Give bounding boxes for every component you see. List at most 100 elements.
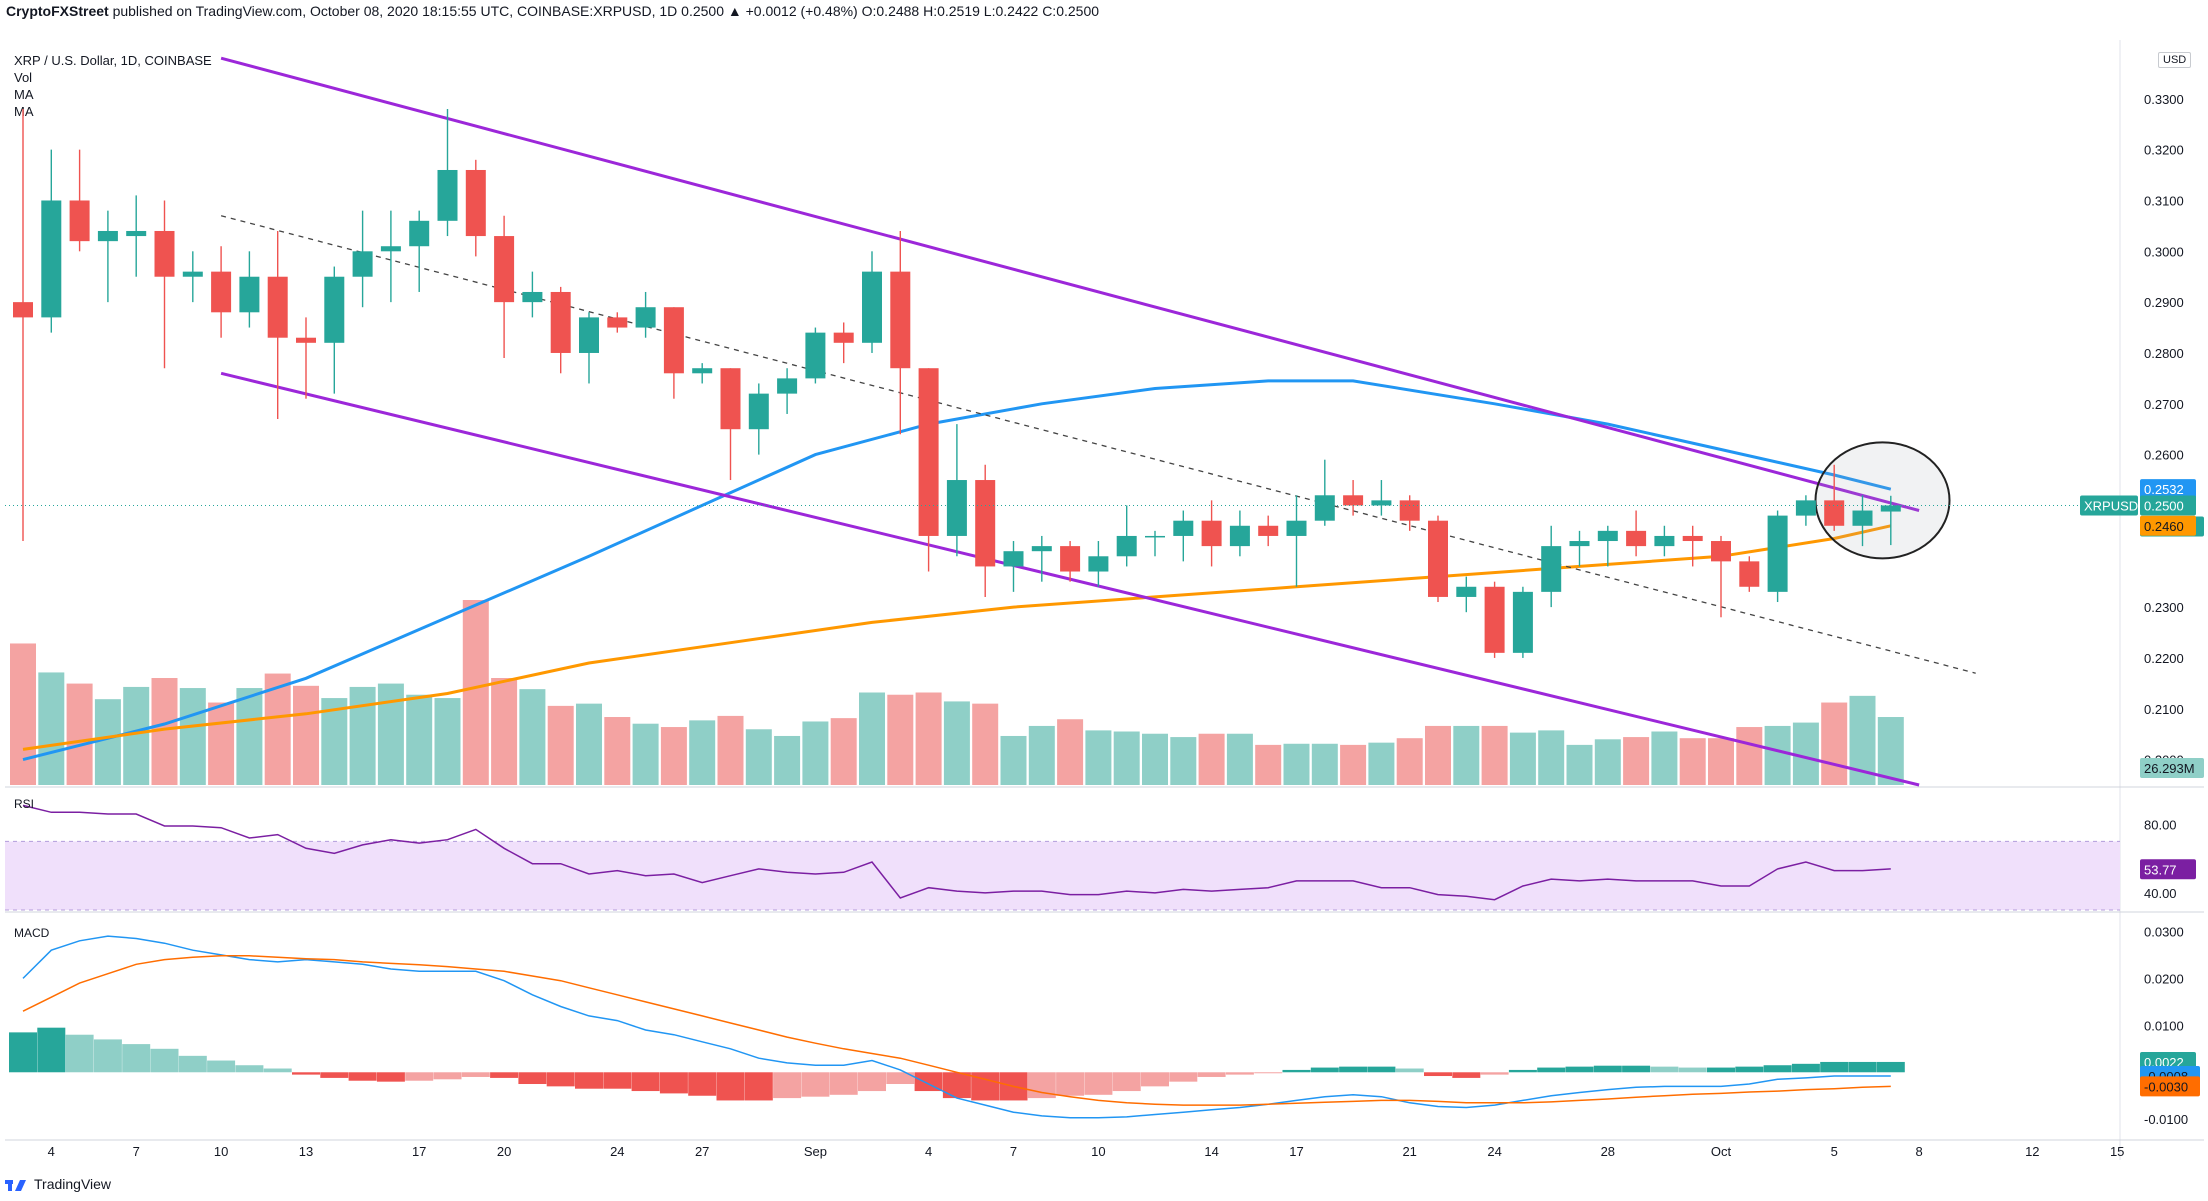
volume-bar bbox=[1509, 732, 1536, 785]
candle-body bbox=[1626, 530, 1647, 547]
volume-bar bbox=[1057, 719, 1084, 785]
volume-bar bbox=[236, 688, 263, 785]
candle-body bbox=[97, 230, 118, 242]
macd-tick-label: 0.0200 bbox=[2144, 971, 2184, 986]
volume-bar bbox=[632, 723, 659, 785]
candle-body bbox=[1173, 520, 1194, 536]
candle-body bbox=[1003, 551, 1024, 567]
volume-bar bbox=[1340, 744, 1367, 785]
time-tick-label: 17 bbox=[412, 1144, 426, 1159]
macd-histogram-bar bbox=[1480, 1072, 1509, 1075]
macd-histogram-bar bbox=[1622, 1065, 1651, 1073]
macd-histogram-bar bbox=[1254, 1072, 1283, 1074]
candle-body bbox=[918, 368, 939, 536]
volume-bar bbox=[1821, 702, 1848, 785]
candle-body bbox=[13, 302, 33, 318]
candle-body bbox=[41, 200, 62, 318]
macd-histogram-bar bbox=[1820, 1061, 1849, 1073]
candle-body bbox=[1767, 515, 1788, 592]
volume-bar bbox=[774, 735, 801, 785]
candle-body bbox=[805, 332, 826, 379]
macd-histogram-bar bbox=[1565, 1066, 1594, 1073]
footer: TradingView bbox=[4, 1176, 111, 1192]
time-tick-label: Sep bbox=[804, 1144, 827, 1159]
volume-bar bbox=[1028, 725, 1055, 785]
candle-body bbox=[1824, 500, 1845, 526]
candle-body bbox=[1428, 520, 1448, 597]
macd-histogram-bar bbox=[942, 1072, 971, 1099]
macd-histogram-bar bbox=[1678, 1067, 1707, 1073]
candle-body bbox=[1456, 586, 1477, 597]
macd-histogram-bar bbox=[433, 1072, 462, 1080]
candle-body bbox=[1286, 520, 1307, 536]
volume-bar bbox=[1877, 717, 1904, 785]
time-tick-label: 28 bbox=[1601, 1144, 1615, 1159]
published-text: published on TradingView.com, October 08… bbox=[112, 3, 510, 19]
candle-body bbox=[663, 307, 684, 374]
volume-bar bbox=[321, 698, 348, 785]
volume-bar bbox=[1113, 731, 1140, 785]
legend-item-vol[interactable]: Vol bbox=[14, 70, 33, 85]
signal-badge: -0.0030 bbox=[2144, 1079, 2188, 1094]
time-tick-label: 7 bbox=[1010, 1144, 1017, 1159]
candle-body bbox=[1314, 495, 1335, 521]
ma-fast-badge-bg bbox=[2140, 479, 2196, 500]
macd-histogram-bar bbox=[1112, 1072, 1141, 1092]
macd-pane: MACD bbox=[9, 926, 1905, 1119]
change-text: 0.2500 ▲ +0.0012 (+0.48%) bbox=[681, 3, 858, 19]
volume-bar bbox=[1623, 737, 1650, 785]
macd-histogram-bar bbox=[207, 1060, 236, 1073]
macd-histogram-bar bbox=[376, 1072, 405, 1082]
tradingview-logo-icon bbox=[5, 1180, 26, 1191]
volume-bar bbox=[462, 600, 489, 785]
macd-histogram-bar bbox=[801, 1072, 830, 1097]
macd-histogram-bar bbox=[348, 1072, 377, 1081]
time-tick-label: 10 bbox=[1091, 1144, 1105, 1159]
macd-histogram-bar bbox=[1707, 1067, 1735, 1073]
volume-bar bbox=[1255, 744, 1282, 785]
volume-bar bbox=[1736, 727, 1763, 785]
macd-histogram-bar bbox=[1452, 1072, 1481, 1078]
candle-body bbox=[1739, 561, 1760, 587]
axes: 0.3300 0.3200 0.3100 0.3000 0.2900 0.2800 0.27… bbox=[48, 92, 2188, 1159]
candle-body bbox=[748, 393, 769, 430]
macd-histogram-bar bbox=[688, 1072, 717, 1096]
macd-histogram-bar bbox=[1424, 1072, 1452, 1077]
candle-body bbox=[324, 276, 345, 343]
legend-title[interactable]: XRP / U.S. Dollar, 1D, COINBASE bbox=[14, 53, 212, 68]
candle-body bbox=[833, 332, 854, 343]
time-tick-label: 4 bbox=[925, 1144, 932, 1159]
candle-body bbox=[692, 368, 713, 374]
symbol-badge-bg bbox=[2080, 495, 2138, 516]
rsi-line bbox=[22, 804, 1891, 901]
volume-bar bbox=[123, 686, 150, 785]
candle-body bbox=[635, 307, 656, 328]
macd-line bbox=[22, 935, 1891, 1119]
price-tick-label: 0.2100 bbox=[2144, 702, 2184, 717]
currency-button[interactable]: USD bbox=[2158, 52, 2192, 68]
volume-bar bbox=[1085, 730, 1112, 785]
volume-badge-bg bbox=[2140, 758, 2204, 778]
legend-item-ma-fast[interactable]: MA bbox=[14, 87, 34, 102]
macd-histogram-bar bbox=[1169, 1072, 1198, 1082]
volume-bar bbox=[717, 715, 744, 785]
macd-histogram-bar bbox=[292, 1072, 320, 1075]
volume-bar bbox=[1425, 725, 1451, 785]
time-tick-label: 14 bbox=[1204, 1144, 1218, 1159]
price-badges: 0.25320.2500XRPUSD05:44:070.246026.293M5… bbox=[5, 479, 2204, 1097]
signal-badge-bg bbox=[2140, 1076, 2200, 1097]
macd-histogram-bar bbox=[1056, 1072, 1085, 1096]
candle-body bbox=[267, 276, 288, 338]
footer-brand: TradingView bbox=[34, 1176, 112, 1192]
legend-item-ma-slow[interactable]: MA bbox=[14, 104, 34, 119]
volume-bar bbox=[491, 678, 518, 785]
candle-body bbox=[1116, 535, 1137, 557]
volume-bar bbox=[377, 683, 404, 785]
price-tick-label: 0.2800 bbox=[2144, 346, 2184, 361]
macd-histogram-bar bbox=[235, 1065, 264, 1073]
macd-histogram-bar bbox=[1084, 1072, 1113, 1095]
volume-bar bbox=[1538, 730, 1565, 785]
volume-bar bbox=[1368, 742, 1395, 785]
volume-badge: 26.293M bbox=[2144, 761, 2195, 776]
